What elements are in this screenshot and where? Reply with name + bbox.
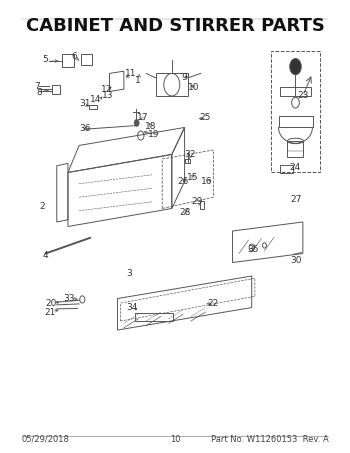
Circle shape <box>290 58 301 75</box>
Text: 5: 5 <box>43 55 48 64</box>
Circle shape <box>134 119 139 126</box>
Bar <box>271 51 320 173</box>
Text: 32: 32 <box>185 150 196 159</box>
Text: 23: 23 <box>297 92 309 101</box>
Text: 29: 29 <box>192 197 203 206</box>
Text: 4: 4 <box>43 251 48 260</box>
Text: 10: 10 <box>188 83 200 92</box>
Text: 14: 14 <box>90 95 102 104</box>
Text: 17: 17 <box>136 113 148 122</box>
Bar <box>200 201 204 209</box>
Bar <box>62 54 74 67</box>
Bar <box>81 54 92 65</box>
Bar <box>89 105 97 110</box>
Text: 2: 2 <box>40 202 45 211</box>
Text: 10: 10 <box>170 434 180 443</box>
Text: 11: 11 <box>125 69 136 78</box>
Bar <box>135 313 173 321</box>
Text: 6: 6 <box>71 52 77 61</box>
Text: 33: 33 <box>63 294 75 303</box>
Bar <box>287 141 303 157</box>
Text: 26: 26 <box>177 177 189 186</box>
Text: 36: 36 <box>79 124 91 133</box>
Text: 18: 18 <box>145 122 156 131</box>
Text: Part No. W11260153  Rev. A: Part No. W11260153 Rev. A <box>211 434 328 443</box>
Text: 27: 27 <box>291 195 302 204</box>
Text: 25: 25 <box>199 113 211 122</box>
Text: 05/29/2018: 05/29/2018 <box>22 434 69 443</box>
Text: 8: 8 <box>36 88 42 97</box>
Text: 15: 15 <box>187 173 198 183</box>
Text: 28: 28 <box>180 208 191 217</box>
Text: 21: 21 <box>45 308 56 317</box>
Text: 12: 12 <box>100 85 112 94</box>
Text: 20: 20 <box>45 299 57 308</box>
Text: 31: 31 <box>79 99 91 108</box>
Text: 24: 24 <box>289 164 300 173</box>
Text: 22: 22 <box>207 299 218 308</box>
Text: 9: 9 <box>182 72 188 82</box>
Text: 3: 3 <box>126 269 132 278</box>
Bar <box>280 165 293 173</box>
Text: 19: 19 <box>147 130 159 139</box>
Text: 1: 1 <box>135 76 141 85</box>
Bar <box>52 85 60 94</box>
Text: 16: 16 <box>201 177 213 186</box>
Text: 35: 35 <box>247 246 259 255</box>
Text: CABINET AND STIRRER PARTS: CABINET AND STIRRER PARTS <box>26 17 324 35</box>
Text: 34: 34 <box>126 303 138 312</box>
Text: 30: 30 <box>290 256 302 265</box>
Text: 13: 13 <box>102 92 114 101</box>
Text: 7: 7 <box>35 82 41 92</box>
Bar <box>185 159 190 164</box>
